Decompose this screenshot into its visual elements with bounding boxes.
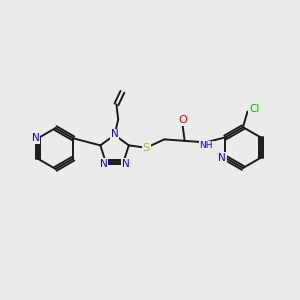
Text: N: N xyxy=(111,129,119,140)
Text: N: N xyxy=(218,153,226,163)
Text: N: N xyxy=(122,159,129,169)
Text: O: O xyxy=(178,115,187,125)
Text: Cl: Cl xyxy=(249,104,259,114)
Text: N: N xyxy=(100,159,108,169)
Text: NH: NH xyxy=(200,142,213,151)
Text: N: N xyxy=(32,133,39,143)
Text: S: S xyxy=(143,143,150,153)
